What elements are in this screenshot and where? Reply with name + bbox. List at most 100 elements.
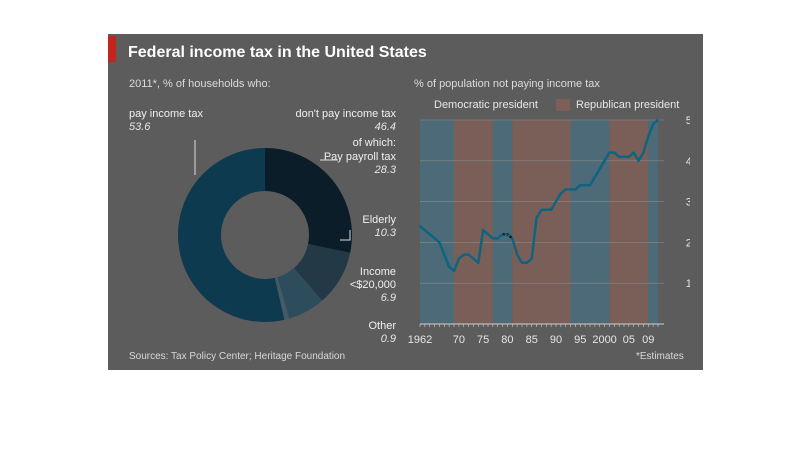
y-tick-label: 50 [686,115,690,127]
data-point [506,233,509,236]
data-point [438,241,441,244]
data-point [627,155,630,158]
data-point [550,208,553,211]
y-tick-label: 40 [686,156,690,168]
data-point [472,257,475,260]
x-tick-label: 70 [453,334,465,346]
series-line [419,119,659,273]
y-tick-label: 10 [686,278,690,290]
data-point [657,119,659,121]
band-republican [512,120,571,324]
data-point [623,155,625,158]
data-point [443,253,446,256]
data-point [559,192,562,195]
data-point [462,253,465,256]
band-democratic [570,120,610,324]
data-point [433,237,436,240]
data-point [516,253,519,256]
data-point [423,229,426,232]
slice-income-under-20000 [277,268,323,319]
data-point [647,135,650,138]
data-point [511,237,514,240]
data-point [652,123,655,125]
slice-other [274,277,290,320]
x-tick-label: 95 [574,334,586,346]
payroll-label: Pay payroll tax [323,151,396,163]
data-point [593,176,596,179]
legend-republican: Republican president [576,99,680,111]
data-point [491,237,494,240]
x-tick-label: 1962 [408,334,432,346]
data-point [467,253,470,256]
legend-democratic: Democratic president [434,99,538,111]
income-label-line1: Income [359,266,396,278]
elderly-label: Elderly [362,214,396,226]
dont-pay-label: don't pay income tax [295,108,396,120]
data-point [496,237,499,240]
x-tick-label: 80 [501,334,513,346]
data-point [613,151,616,154]
data-point [608,151,611,154]
line-chart-title: % of population not paying income tax [414,78,600,90]
data-point [525,261,528,264]
donut-chart [178,140,352,322]
data-point [642,151,645,154]
data-point [569,188,572,191]
other-label: Other [368,320,396,332]
band-democratic [420,120,454,324]
pay-value: 53.6 [129,121,151,133]
chart-title: Federal income tax in the United States [128,44,427,61]
income-value: 6.9 [380,292,396,304]
dont-pay-value: 46.4 [374,121,396,133]
donut-subtitle: 2011*, % of households who: [129,78,271,90]
band-republican [609,120,649,324]
band-republican [454,120,493,324]
of-which-label: of which: [352,137,396,149]
x-tick-label: 09 [642,334,654,346]
data-point [545,208,548,211]
slice-pay-income-tax [178,148,285,322]
data-point [457,257,460,260]
x-tick-label: 2000 [592,334,616,346]
estimates-note: *Estimates [636,351,684,362]
data-point [603,159,606,162]
accent-bar [108,36,116,62]
data-point [637,159,640,162]
data-point [521,261,523,264]
y-tick-label: 30 [686,197,690,209]
data-point [564,188,567,191]
slice-elderly [293,244,351,301]
data-point [555,200,557,203]
data-point [632,151,635,154]
data-point [535,217,538,219]
pay-label: pay income tax [129,108,203,120]
data-point [487,233,489,236]
data-point [530,257,533,260]
data-point [579,184,582,187]
data-point [589,184,591,187]
data-point [477,261,480,264]
leader-line [340,230,351,241]
data-point [453,270,455,272]
income-label-line2: <$20,000 [349,279,396,291]
x-tick-label: 75 [477,334,489,346]
payroll-value: 28.3 [374,164,396,176]
data-point [618,155,621,158]
source-note: Sources: Tax Policy Center; Heritage Fou… [129,351,346,362]
data-point [448,265,451,268]
x-tick-label: 90 [550,334,562,346]
band-democratic [492,120,513,324]
data-point [501,233,504,236]
x-tick-label: 05 [623,334,635,346]
data-point [419,225,421,227]
other-value: 0.9 [380,333,396,345]
y-tick-label: 20 [686,237,690,249]
data-point [584,184,587,187]
data-point [598,168,601,170]
data-point [482,229,485,232]
data-point [428,233,431,236]
data-point [540,208,543,211]
band-democratic [648,120,658,324]
elderly-value: 10.3 [374,227,396,239]
